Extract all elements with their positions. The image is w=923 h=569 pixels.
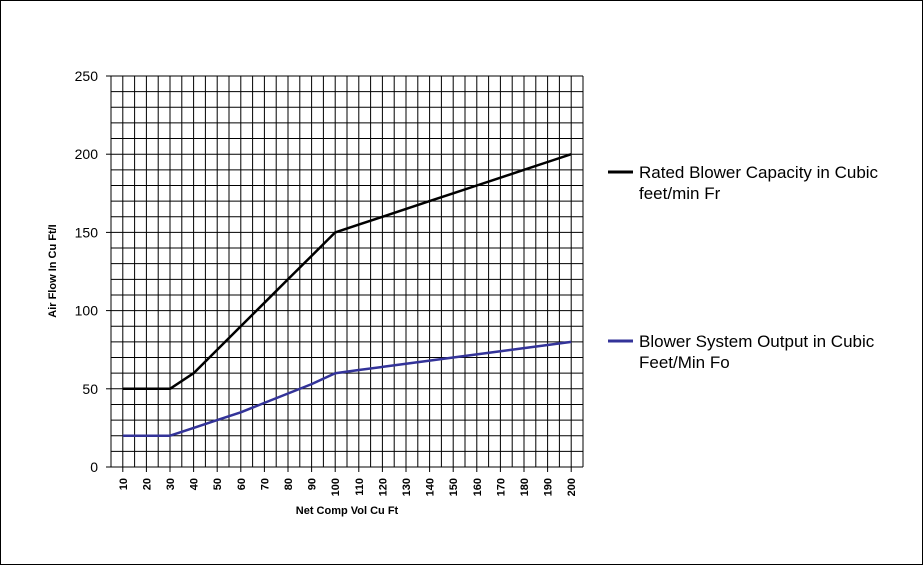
y-axis: 0 50 100 150 200 250: [75, 68, 111, 475]
x-axis-title: Net Comp Vol Cu Ft: [296, 505, 399, 517]
y-tick-label: 50: [82, 381, 98, 397]
x-tick-label: 70: [259, 478, 271, 490]
x-tick-label: 80: [283, 478, 295, 490]
grid: [110, 75, 584, 468]
series-line-1: [122, 153, 572, 391]
x-tick-label: 160: [472, 478, 484, 496]
x-tick-label: 50: [212, 478, 224, 490]
x-tick-label: 90: [307, 478, 319, 490]
x-axis: 10 20 30 40 50 60 70 80 90 100 110 120 130 140 150 160 1…: [118, 467, 578, 496]
x-tick-label: 150: [448, 478, 460, 496]
x-tick-label: 200: [566, 478, 578, 496]
x-tick-label: 40: [189, 478, 201, 490]
x-tick-label: 20: [141, 478, 153, 490]
x-tick-label: 180: [519, 478, 531, 496]
x-tick-label: 30: [165, 478, 177, 490]
series-line-2: [122, 340, 572, 437]
legend-label-rated: Rated Blower Capacity in Cubic feet/min F…: [639, 163, 879, 203]
x-tick-label: 170: [495, 478, 507, 496]
x-tick-label: 110: [354, 478, 366, 496]
x-tick-label: 120: [377, 478, 389, 496]
y-axis-title: Air Flow In Cu Ft/I: [47, 224, 59, 318]
x-tick-label: 190: [543, 478, 555, 496]
y-tick-label: 250: [75, 68, 99, 84]
legend: Rated Blower Capacity in Cubic feet/min F…: [608, 163, 879, 372]
y-tick-label: 0: [90, 459, 98, 475]
series-group: [122, 153, 572, 437]
y-tick-label: 150: [75, 224, 99, 240]
x-tick-label: 140: [425, 478, 437, 496]
x-tick-label: 100: [330, 478, 342, 496]
x-tick-label: 130: [401, 478, 413, 496]
x-tick-label: 60: [236, 478, 248, 490]
y-tick-label: 200: [75, 146, 99, 162]
x-tick-label: 10: [118, 478, 130, 490]
legend-label-output: Blower System Output in Cubic Feet/Min Fo: [639, 332, 875, 372]
y-tick-label: 100: [75, 303, 99, 319]
